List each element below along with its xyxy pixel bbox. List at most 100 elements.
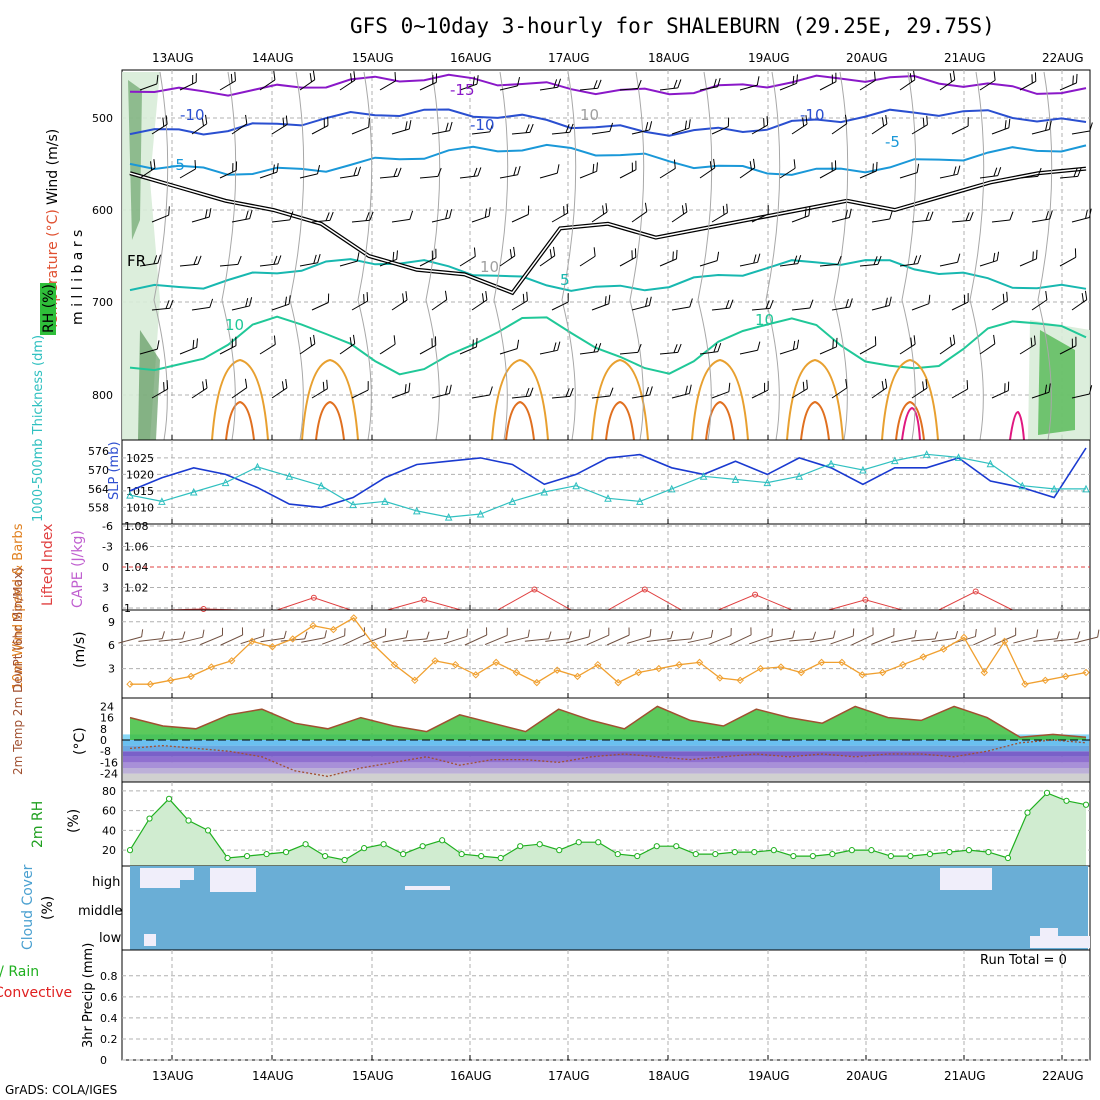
wind-barb bbox=[299, 253, 321, 267]
wind-barb-flag bbox=[165, 115, 168, 125]
wind-barb bbox=[991, 381, 1010, 399]
wind-barb-flag bbox=[873, 256, 878, 265]
wind-barb-flag bbox=[437, 167, 442, 177]
wind-speed-point bbox=[594, 660, 602, 669]
wind-barb-flag bbox=[1004, 383, 1006, 393]
wind10m-barb-flag bbox=[994, 627, 996, 636]
wind-barb-flag bbox=[565, 124, 570, 133]
wind-barb-flag bbox=[949, 73, 952, 83]
wind-barb-flag bbox=[472, 76, 475, 86]
wind-barb-flag bbox=[792, 340, 796, 350]
isotherm-10 bbox=[129, 315, 1087, 376]
wind-barb-flag bbox=[809, 299, 814, 309]
wind10m-barb bbox=[280, 631, 308, 642]
wind10m-barb-staff bbox=[382, 637, 407, 643]
wind10m-barb bbox=[973, 627, 996, 646]
wind-barb bbox=[431, 290, 448, 311]
thickness-point bbox=[572, 481, 580, 490]
rh-point bbox=[165, 795, 173, 802]
wind-barb-flag bbox=[876, 161, 878, 171]
wind10m-barb bbox=[321, 628, 346, 645]
temp-tick-label: 8 bbox=[100, 723, 107, 736]
wind-barb-flag bbox=[367, 381, 369, 391]
wind-barb-flag bbox=[596, 162, 598, 172]
wind-barb-staff bbox=[379, 175, 398, 179]
wind-barb-staff bbox=[751, 213, 769, 223]
bottom-date-label: 18AUG bbox=[648, 1069, 690, 1083]
wind-speed-point bbox=[431, 657, 439, 665]
wind-barb-staff bbox=[951, 219, 970, 223]
wind-barb-staff bbox=[899, 263, 918, 267]
wind10m-barb-staff bbox=[789, 638, 814, 642]
wind-barb-flag bbox=[957, 165, 961, 175]
wind-barb-flag bbox=[393, 168, 398, 177]
thickness-point bbox=[349, 500, 357, 509]
wind10m-barb bbox=[851, 627, 874, 646]
wind-barb bbox=[1019, 335, 1036, 355]
wind-speed-point bbox=[248, 637, 256, 646]
cloud-level-middle: middle bbox=[78, 904, 122, 919]
rh-point bbox=[887, 852, 894, 860]
wind-speed-point bbox=[1000, 637, 1009, 646]
wind-barb-staff bbox=[419, 81, 437, 91]
wind-barb-flag bbox=[648, 296, 652, 306]
wind10m-barb-staff bbox=[321, 635, 345, 645]
thickness-tick-label: 558 bbox=[88, 502, 109, 515]
wind-barb-staff bbox=[859, 80, 876, 91]
wind-barb-flag bbox=[888, 296, 892, 306]
wind-barb-flag bbox=[929, 211, 934, 221]
wind10m-barb-flag bbox=[955, 630, 959, 639]
wind-barb-flag bbox=[485, 290, 488, 300]
wind-barb-staff bbox=[939, 261, 958, 267]
wind10m-barb-staff bbox=[809, 637, 834, 643]
rh-contour bbox=[765, 71, 781, 441]
wind-barb-flag bbox=[368, 118, 370, 128]
wind-barb bbox=[539, 341, 561, 355]
wind-barb bbox=[619, 248, 637, 267]
contour-label: -10 bbox=[800, 106, 825, 124]
wind-speed-point bbox=[573, 672, 582, 681]
wind-barb-staff bbox=[191, 216, 210, 223]
wind-barb-flag bbox=[993, 71, 996, 81]
wind-barb-staff bbox=[139, 167, 156, 179]
wind-barb-staff bbox=[471, 299, 488, 311]
wind-barb-flag bbox=[677, 79, 682, 89]
wind-barb-staff bbox=[459, 256, 476, 267]
wind-barb bbox=[219, 255, 242, 267]
wind-barb-flag bbox=[169, 299, 174, 309]
wind-barb bbox=[459, 337, 478, 355]
pressure-tick-label: 700 bbox=[92, 296, 113, 309]
wind-barb-flag bbox=[197, 255, 202, 265]
wind10m-barb bbox=[830, 628, 855, 645]
wind-barb-flag bbox=[713, 343, 718, 353]
thickness-point bbox=[986, 459, 995, 468]
pressure-tick-label: 600 bbox=[92, 204, 113, 217]
wind10m-barb-flag bbox=[548, 631, 552, 639]
cloud-level-high: high bbox=[92, 875, 120, 890]
wind-barb bbox=[831, 378, 848, 399]
wind-barb-flag bbox=[677, 343, 682, 353]
footer-credit: GrADS: COLA/IGES bbox=[5, 1083, 117, 1097]
wind-barb bbox=[1019, 249, 1038, 267]
wind-barb-flag bbox=[289, 211, 294, 220]
wind10m-barb-flag bbox=[241, 627, 244, 636]
wind-barb-staff bbox=[179, 346, 197, 355]
wind-barb-staff bbox=[259, 171, 278, 179]
wind-barb-staff bbox=[1071, 393, 1090, 399]
wind-barb bbox=[431, 121, 453, 135]
thickness-point bbox=[731, 475, 740, 483]
thickness-point bbox=[317, 481, 326, 490]
contour-label: -10 bbox=[180, 106, 205, 124]
rh-contour bbox=[561, 71, 577, 441]
wind10m-barb bbox=[708, 627, 732, 645]
cloud-clear-patch bbox=[940, 868, 992, 890]
wind-barb-flag bbox=[476, 75, 479, 85]
wind-barb-staff bbox=[1031, 299, 1048, 311]
wind-barb-staff bbox=[619, 256, 637, 267]
precip-tick-label: 0.2 bbox=[100, 1033, 118, 1046]
wind10m-barb-staff bbox=[280, 638, 305, 642]
wind10m-barb bbox=[729, 627, 752, 646]
wind-barb bbox=[311, 293, 330, 311]
isotherm-25 bbox=[901, 406, 921, 441]
wind-barb-staff bbox=[139, 83, 158, 91]
